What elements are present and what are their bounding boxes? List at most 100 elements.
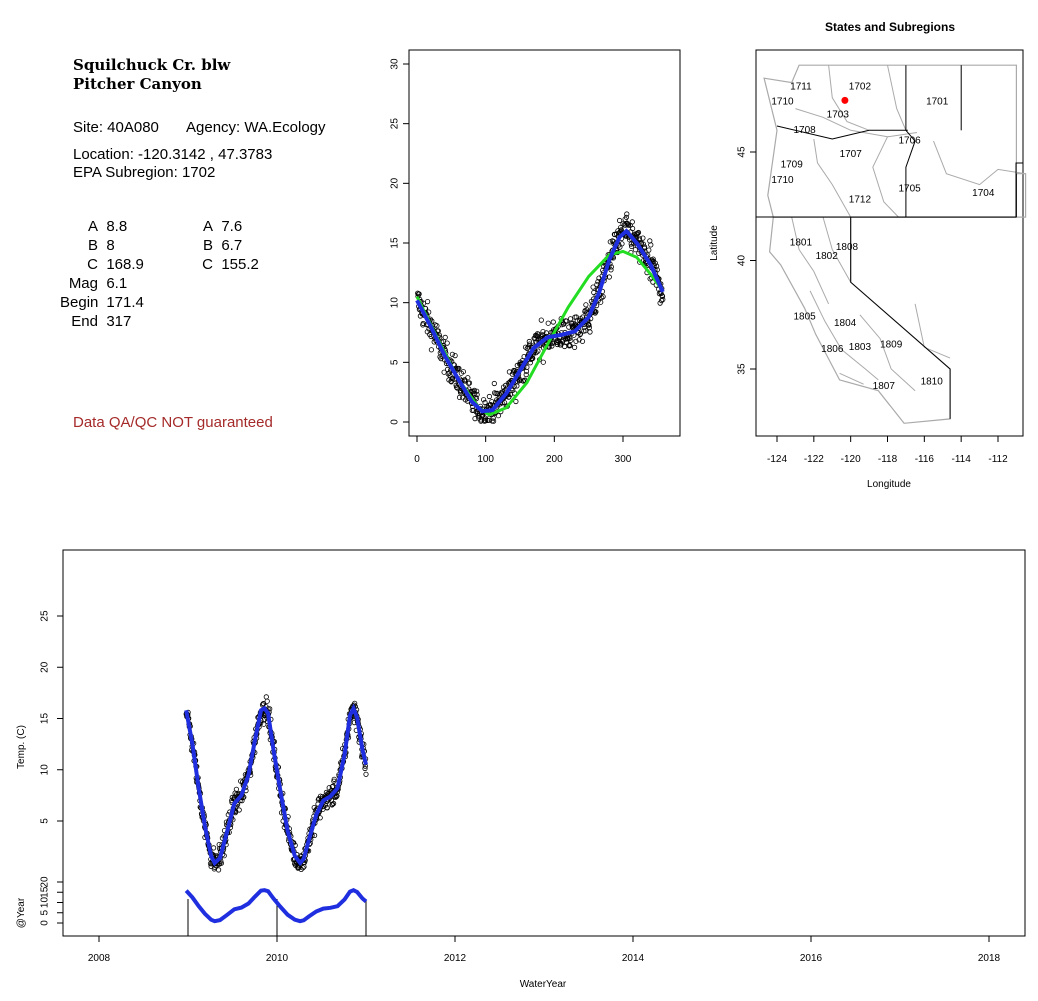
data-point	[474, 388, 480, 394]
map-frame	[755, 49, 1024, 437]
data-point	[263, 694, 269, 700]
data-point	[452, 352, 458, 359]
x-tick-label: -118	[878, 454, 898, 465]
y-tick-label: 15	[390, 237, 401, 249]
blue-fit-line-small	[184, 888, 368, 924]
data-point	[577, 331, 584, 337]
data-point	[526, 338, 532, 345]
data-point	[549, 343, 555, 349]
data-point	[465, 375, 471, 381]
data-point	[599, 294, 605, 301]
data-point	[587, 329, 593, 335]
data-point	[472, 415, 478, 422]
subregion-boundary	[859, 314, 916, 392]
subregion-boundary	[813, 138, 852, 218]
plot-frame	[62, 549, 1026, 937]
data-point	[301, 864, 307, 870]
data-point	[583, 302, 589, 308]
data-point	[634, 231, 640, 237]
data-point	[623, 214, 630, 220]
subregion-boundary	[887, 65, 907, 131]
data-point	[449, 351, 455, 357]
data-point	[524, 364, 530, 370]
data-point	[654, 267, 660, 273]
y-tick-label: 45	[737, 146, 748, 158]
data-point	[267, 706, 273, 712]
map-xlabel: Longitude	[867, 479, 911, 490]
param-row: B 8	[60, 236, 144, 255]
state-boundary	[850, 217, 951, 419]
data-point	[625, 222, 632, 228]
data-point	[420, 320, 426, 327]
region-label: 1709	[781, 160, 804, 171]
data-point	[261, 721, 267, 727]
blue-fit-line	[184, 703, 368, 867]
data-point	[495, 413, 501, 419]
fit-lines	[415, 228, 665, 417]
y-tick-label: 10	[40, 764, 51, 776]
region-label: 1802	[816, 251, 839, 262]
data-point	[362, 765, 368, 772]
param-label: Begin	[60, 294, 99, 311]
y-tick-label: 25	[390, 118, 401, 130]
param-value: 7.6	[221, 218, 243, 235]
data-point	[629, 225, 636, 232]
param-row: C 168.9	[60, 255, 144, 274]
data-point	[260, 700, 267, 707]
subregion-boundary	[914, 303, 951, 359]
param-value: 317	[106, 313, 132, 330]
region-label: 1710	[771, 175, 794, 186]
region-label: 1801	[790, 238, 813, 249]
data-points	[183, 694, 369, 873]
y-tick-label: 25	[40, 610, 51, 622]
param-label: End	[71, 313, 98, 330]
subregion-boundary	[839, 372, 864, 385]
x-tick-label: 0	[414, 454, 420, 465]
data-point	[606, 274, 612, 280]
data-point	[657, 300, 663, 306]
data-point	[595, 279, 601, 285]
x-tick-label: 2008	[88, 953, 111, 964]
site-id: Site: 40A080	[73, 119, 159, 136]
data-point	[329, 802, 335, 808]
subregion-boundary	[872, 136, 899, 218]
param-label: Mag	[68, 275, 98, 292]
data-point	[514, 383, 520, 389]
data-point	[624, 211, 630, 217]
subregion-boundary	[809, 290, 879, 381]
data-point	[513, 398, 519, 405]
axes: 0 100 200 300 0 5 10 15 20 25 30	[390, 58, 632, 465]
data-point	[212, 853, 219, 859]
data-point	[236, 807, 242, 813]
qa-warning: Data QA/QC NOT guaranteed	[73, 414, 273, 431]
data-point	[471, 387, 477, 393]
data-point	[650, 256, 656, 262]
region-label: 1712	[849, 194, 872, 205]
param-value: 168.9	[106, 256, 144, 273]
data-point	[317, 815, 323, 821]
param-value: 6.7	[221, 237, 243, 254]
data-point	[540, 328, 546, 335]
data-point	[450, 375, 456, 381]
map-boundaries	[756, 64, 1027, 424]
data-point	[632, 247, 639, 253]
data-point	[608, 267, 614, 273]
data-point	[480, 397, 487, 403]
data-point	[590, 284, 596, 290]
x-tick-label: -114	[952, 454, 972, 465]
param-row: End 317	[60, 312, 144, 331]
data-point	[580, 314, 586, 320]
subregion-boundary	[791, 216, 830, 305]
data-point	[593, 309, 599, 315]
data-point	[514, 362, 520, 368]
site-marker	[841, 96, 849, 104]
data-point	[619, 241, 625, 247]
data-point	[216, 867, 222, 873]
y-tick-label: 5	[40, 910, 51, 916]
data-point	[334, 793, 340, 799]
y-tick-label: 40	[737, 255, 748, 267]
data-point	[363, 771, 369, 777]
param-row: Begin 171.4	[60, 293, 144, 312]
y-tick-label: 30	[390, 58, 401, 70]
